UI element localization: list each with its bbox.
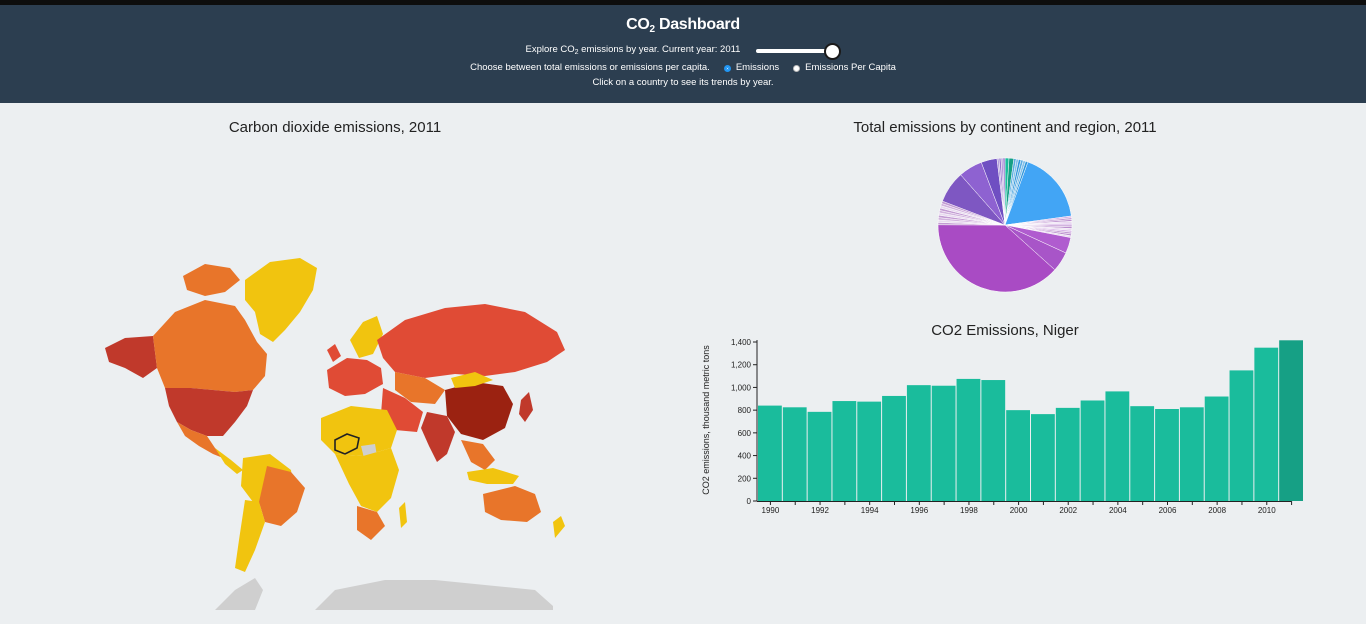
x-tick-label: 1996 bbox=[910, 506, 928, 515]
mode-label: Choose between total emissions or emissi… bbox=[470, 62, 710, 73]
country-india[interactable] bbox=[421, 412, 455, 462]
x-tick-label: 2000 bbox=[1010, 506, 1028, 515]
country-central-america[interactable] bbox=[215, 448, 243, 474]
country-mexico[interactable] bbox=[177, 422, 223, 458]
map-title: Carbon dioxide emissions, 2011 bbox=[228, 119, 442, 136]
country-new-zealand[interactable] bbox=[553, 516, 565, 538]
x-tick-label: 2010 bbox=[1258, 506, 1276, 515]
country-niger[interactable] bbox=[334, 433, 360, 455]
country-australia[interactable] bbox=[483, 486, 541, 522]
year-control-row: Explore CO2 emissions by year. Current y… bbox=[0, 43, 1366, 60]
bar-2005[interactable] bbox=[1130, 406, 1155, 501]
x-tick-label: 1994 bbox=[861, 506, 879, 515]
bar-1993[interactable] bbox=[832, 401, 857, 501]
radio-per-capita-label: Emissions Per Capita bbox=[805, 62, 896, 73]
instruction-text: Click on a country to see its trends by … bbox=[592, 77, 774, 88]
radio-per-capita-indicator[interactable] bbox=[793, 64, 801, 72]
bar-2003[interactable] bbox=[1080, 400, 1105, 501]
slider-track[interactable] bbox=[756, 49, 837, 53]
y-tick-label: 600 bbox=[738, 429, 752, 438]
country-china[interactable] bbox=[445, 382, 513, 440]
bar-1990[interactable] bbox=[758, 405, 782, 501]
y-tick-label: 1,000 bbox=[731, 383, 752, 392]
pie-slice[interactable] bbox=[1002, 157, 1006, 226]
x-tick-label: 1992 bbox=[811, 506, 829, 515]
country-south-africa[interactable] bbox=[357, 506, 385, 540]
year-slider[interactable] bbox=[756, 43, 842, 60]
bar-chart-title: CO2 Emissions, Niger bbox=[931, 322, 1079, 339]
country-kazakhstan[interactable] bbox=[395, 372, 445, 404]
radio-emissions-indicator[interactable] bbox=[723, 64, 731, 72]
bar-1997[interactable] bbox=[931, 385, 956, 501]
bar-2006[interactable] bbox=[1155, 409, 1179, 501]
country-scandinavia[interactable] bbox=[350, 316, 383, 358]
country-usa[interactable] bbox=[165, 388, 253, 436]
country-antarctica[interactable] bbox=[215, 578, 263, 610]
year-label: Explore CO2 emissions by year. Current y… bbox=[525, 43, 741, 56]
x-tick-label: 1998 bbox=[960, 506, 978, 515]
world-map[interactable] bbox=[95, 250, 585, 615]
country-greenland[interactable] bbox=[245, 258, 317, 342]
pie-title: Total emissions by continent and region,… bbox=[853, 119, 1157, 136]
country-antarctica-east[interactable] bbox=[315, 580, 553, 610]
dashboard-header: CO2 Dashboard Explore CO2 emissions by y… bbox=[0, 5, 1366, 103]
bar-2010[interactable] bbox=[1254, 347, 1279, 501]
bar-1992[interactable] bbox=[807, 411, 832, 501]
mode-control-row: Choose between total emissions or emissi… bbox=[0, 62, 1366, 74]
bar-2008[interactable] bbox=[1204, 396, 1229, 501]
country-uk[interactable] bbox=[327, 344, 341, 362]
y-axis-label: CO2 emissions, thousand metric tons bbox=[701, 345, 711, 495]
country-central-africa[interactable] bbox=[335, 448, 399, 512]
dashboard-title: CO2 Dashboard bbox=[626, 16, 740, 35]
country-madagascar[interactable] bbox=[399, 502, 407, 528]
y-tick-label: 1,200 bbox=[731, 361, 752, 370]
country-north-africa[interactable] bbox=[321, 406, 397, 456]
y-tick-label: 1,400 bbox=[731, 338, 752, 347]
country-europe-west[interactable] bbox=[327, 358, 383, 396]
bar-2001[interactable] bbox=[1031, 414, 1055, 501]
radio-per-capita[interactable]: Emissions Per Capita bbox=[793, 62, 896, 74]
bar-2011[interactable] bbox=[1279, 340, 1303, 501]
country-brazil[interactable] bbox=[259, 466, 305, 526]
bar-1994[interactable] bbox=[857, 401, 882, 501]
country-southeast-asia[interactable] bbox=[461, 440, 495, 470]
x-tick-label: 2006 bbox=[1159, 506, 1177, 515]
bar-2002[interactable] bbox=[1055, 407, 1080, 501]
bar-1998[interactable] bbox=[956, 378, 981, 501]
bar-1995[interactable] bbox=[882, 395, 906, 501]
bar-1999[interactable] bbox=[981, 380, 1006, 501]
country-argentina[interactable] bbox=[235, 500, 265, 572]
radio-emissions[interactable]: Emissions bbox=[723, 62, 780, 74]
bar-1996[interactable] bbox=[906, 385, 931, 501]
x-tick-label: 2004 bbox=[1109, 506, 1127, 515]
country-alaska[interactable] bbox=[105, 336, 157, 378]
y-tick-label: 0 bbox=[747, 497, 752, 506]
y-tick-label: 800 bbox=[738, 406, 752, 415]
radio-emissions-label: Emissions bbox=[735, 62, 780, 73]
pie-chart[interactable] bbox=[930, 150, 1080, 300]
country-russia[interactable] bbox=[377, 304, 565, 378]
slider-thumb[interactable] bbox=[824, 43, 842, 60]
x-tick-label: 1990 bbox=[762, 506, 780, 515]
y-tick-label: 200 bbox=[738, 474, 752, 483]
bar-2009[interactable] bbox=[1229, 370, 1254, 501]
x-tick-label: 2008 bbox=[1208, 506, 1226, 515]
bar-2007[interactable] bbox=[1179, 407, 1204, 501]
pie-slice[interactable] bbox=[937, 224, 1056, 293]
pie-slice[interactable] bbox=[1004, 161, 1072, 226]
bar-chart[interactable]: CO2 emissions, thousand metric tons 0 200… bbox=[695, 330, 1315, 520]
bar-2004[interactable] bbox=[1105, 391, 1130, 501]
country-canada[interactable] bbox=[153, 300, 267, 392]
bar-2000[interactable] bbox=[1006, 410, 1030, 501]
y-tick-label: 400 bbox=[738, 452, 752, 461]
x-tick-label: 2002 bbox=[1059, 506, 1077, 515]
country-japan[interactable] bbox=[519, 392, 533, 422]
country-indonesia[interactable] bbox=[467, 468, 519, 484]
country-canada-islands[interactable] bbox=[183, 264, 240, 296]
top-strip bbox=[0, 0, 1366, 5]
bar-1991[interactable] bbox=[782, 407, 807, 501]
country-mongolia[interactable] bbox=[451, 372, 493, 388]
